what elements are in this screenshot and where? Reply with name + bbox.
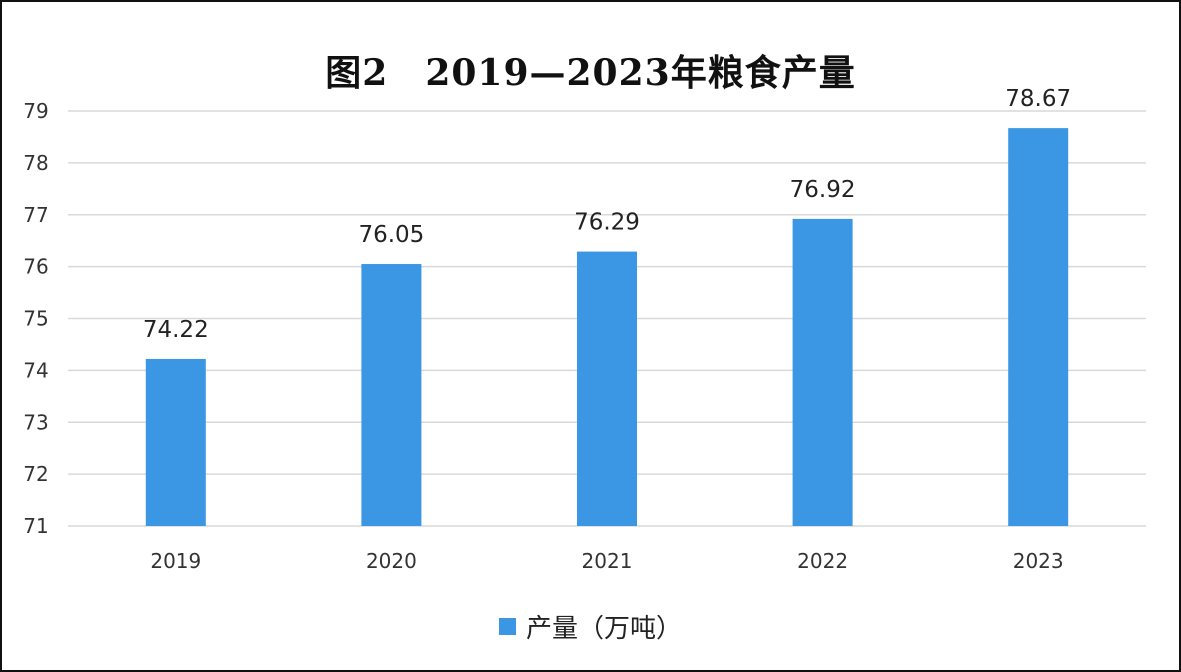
bar	[361, 264, 422, 526]
y-tick-label: 73	[23, 410, 48, 434]
y-tick-label: 76	[23, 255, 48, 279]
x-tick-label: 2019	[150, 549, 201, 573]
data-label: 76.05	[358, 222, 424, 248]
y-tick-label: 78	[23, 151, 48, 175]
data-label: 78.67	[1005, 86, 1071, 112]
x-tick-label: 2023	[1013, 549, 1064, 573]
data-label: 76.92	[790, 177, 856, 203]
y-tick-label: 74	[23, 358, 48, 382]
legend-swatch	[498, 618, 516, 635]
x-tick-label: 2020	[366, 549, 417, 573]
legend: 产量（万吨）	[0, 608, 1181, 645]
y-tick-label: 77	[23, 203, 48, 227]
y-tick-label: 71	[23, 514, 48, 538]
x-axis-ticks: 2019 2020 2021 2022 2023	[150, 549, 1063, 573]
y-tick-label: 72	[23, 462, 48, 486]
y-axis-ticks: 71 72 73 74 75 76 77 78 79	[23, 99, 48, 538]
y-tick-label: 79	[23, 99, 48, 123]
x-tick-label: 2022	[797, 549, 848, 573]
chart-title: 图2 2019—2023年粮食产量	[325, 52, 856, 94]
bar	[145, 358, 206, 526]
bars	[145, 128, 1069, 527]
legend-label: 产量（万吨）	[525, 614, 682, 644]
data-label: 76.29	[574, 210, 640, 236]
bar	[577, 251, 637, 527]
y-tick-label: 75	[23, 307, 48, 331]
bar	[792, 218, 853, 526]
data-labels: 74.22 76.05 76.29 76.92 78.67	[143, 86, 1071, 343]
x-tick-label: 2021	[582, 549, 633, 573]
bar	[1008, 128, 1069, 526]
data-label: 74.22	[143, 317, 209, 343]
